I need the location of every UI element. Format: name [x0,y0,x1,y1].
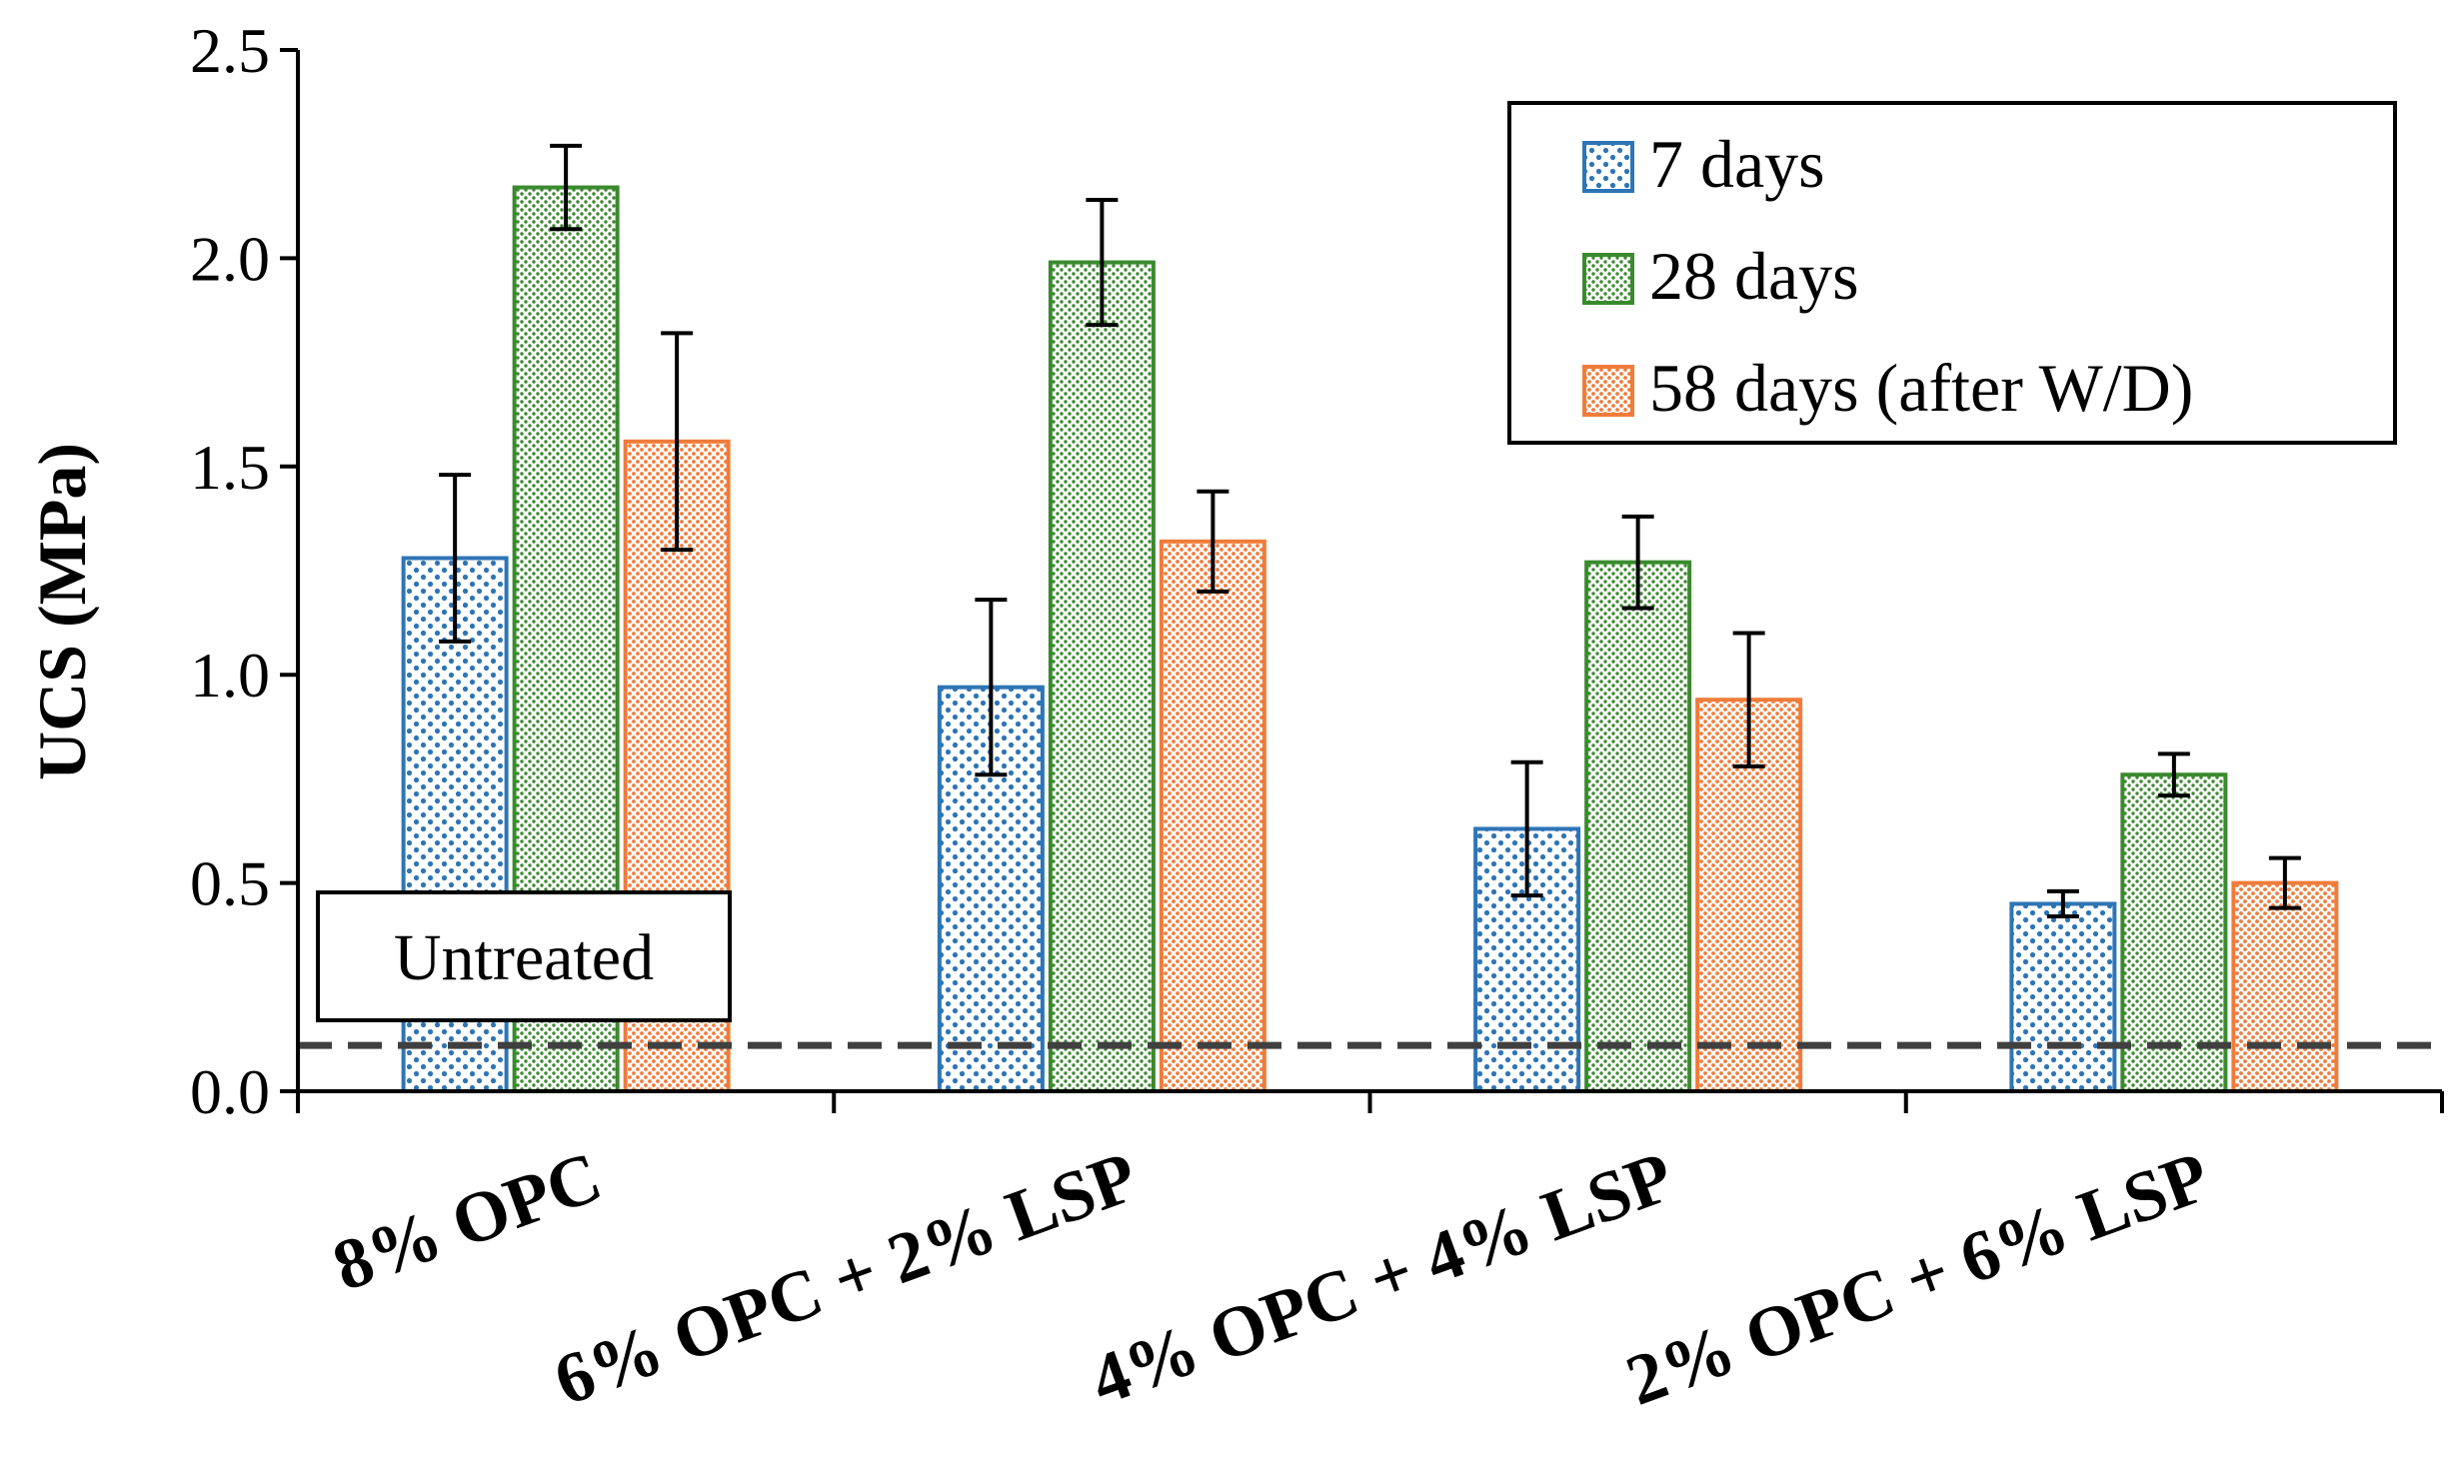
error-bars-layer [439,143,2301,918]
category-label-3: 2% OPC + 6% LSP [1616,1136,2219,1421]
untreated-annotation-box [316,890,732,1022]
legend-swatch-1 [1582,253,1634,305]
legend-swatch-0 [1582,141,1634,193]
error-bar-0-2 [1510,759,1543,898]
error-bar-2-1 [1197,489,1230,594]
category-label-0: 8% OPC [323,1136,612,1306]
error-bar-2-3 [2268,855,2301,910]
bar-1-1 [1048,260,1156,1093]
error-bar-2-0 [661,331,694,553]
error-bar-1-1 [1086,198,1119,328]
error-bar-1-2 [1621,514,1654,611]
legend-swatch-2 [1582,365,1634,417]
y-axis-label: UCS (MPa) [24,443,100,780]
y-tick-label-3: 1.5 [190,432,270,503]
legend-label-1: 28 days [1649,238,1859,314]
y-tick-label-1: 0.5 [190,848,270,919]
bar-0-3 [2009,901,2117,1093]
y-tick-label-0: 0.0 [190,1056,270,1127]
bar-2-1 [1159,539,1266,1093]
error-bar-0-3 [2046,888,2079,918]
legend-box [1507,101,2397,445]
bar-1-2 [1584,560,1692,1093]
error-bar-2-2 [1732,631,1765,768]
error-bar-0-1 [975,598,1008,777]
error-bar-1-0 [550,143,583,232]
y-tick-label-2: 1.0 [190,640,270,711]
bar-1-3 [2120,772,2228,1093]
bar-0-1 [937,685,1045,1093]
untreated-annotation-label: Untreated [394,921,654,994]
y-tick-label-5: 2.5 [190,15,270,86]
error-bar-0-0 [439,473,472,644]
y-tick-labels: 0.0 0.5 1.0 1.5 2.0 2.5 [190,15,270,1127]
legend: 7 days 28 days 58 days (after W/D) [1507,101,2397,445]
axes-layer [280,48,2444,1113]
category-label-1: 6% OPC + 2% LSP [544,1136,1147,1421]
y-tick-label-4: 2.0 [190,223,270,294]
error-bar-1-3 [2157,751,2190,798]
category-label-2: 4% OPC + 4% LSP [1081,1136,1683,1421]
legend-label-2: 58 days (after W/D) [1649,350,2193,426]
legend-label-0: 7 days [1649,126,1825,202]
untreated-annotation: Untreated [316,890,732,1022]
bar-2-3 [2231,880,2339,1093]
